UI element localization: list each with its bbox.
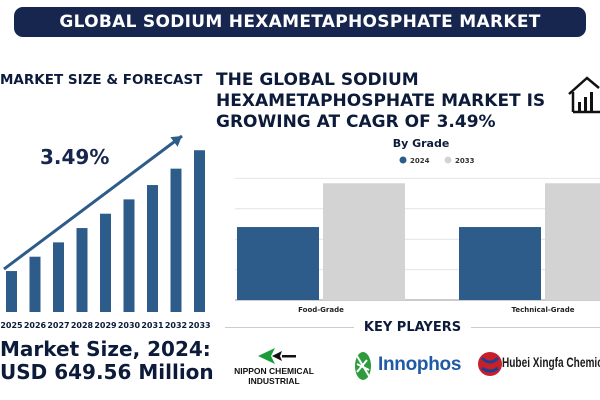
forecast-section-title: MARKET SIZE & FORECAST — [0, 72, 203, 88]
growth-bar — [6, 271, 17, 312]
legend-swatch — [399, 156, 407, 164]
key-players-title: KEY PLAYERS — [363, 319, 462, 335]
year-tick-label: 2029 — [94, 321, 117, 330]
category-label: Food-Grade — [298, 306, 344, 314]
year-tick-label: 2032 — [165, 321, 187, 330]
legend-label: 2033 — [455, 157, 475, 165]
market-size-label: Market Size, 2024: — [0, 337, 211, 361]
page-title: GLOBAL SODIUM HEXAMETAPHOSPHATE MARKET — [59, 12, 541, 32]
year-tick-label: 2025 — [0, 321, 23, 330]
cagr-label: 3.49% — [40, 145, 110, 169]
divider — [471, 326, 600, 328]
grade-bar — [545, 183, 600, 300]
innophos-logo-text: Innophos — [378, 354, 462, 375]
cagr-headline: THE GLOBAL SODIUM HEXAMETAPHOSPHATE MARK… — [216, 70, 546, 132]
year-tick-label: 2033 — [188, 321, 210, 330]
nippon-chemical-logo: NIPPON CHEMICAL INDUSTRIAL — [220, 346, 330, 386]
market-forecast-chart: 2025 2026 2027 2028 2029 2030 2031 2032 2033 — [0, 134, 211, 330]
nippon-chevron-logo-icon — [258, 348, 296, 364]
growth-bar — [53, 242, 64, 312]
year-tick-label: 2030 — [118, 321, 141, 330]
year-tick-label: 2028 — [71, 321, 94, 330]
growth-bar — [194, 150, 205, 312]
growth-bar — [147, 185, 158, 312]
legend-label: 2024 — [410, 157, 430, 165]
nippon-logo-line2: INDUSTRIAL — [248, 376, 300, 386]
growth-bar — [29, 256, 41, 312]
hubei-xingfa-logo: Hubei Xingfa Chemicals Group — [476, 344, 600, 386]
category-label: Technical-Grade — [512, 306, 575, 314]
grade-bar — [323, 183, 405, 300]
growth-bar — [76, 228, 88, 312]
year-tick-label: 2027 — [47, 321, 69, 330]
year-tick-label: 2026 — [24, 321, 47, 330]
hubei-logo-text: Hubei Xingfa Chemicals Group — [502, 354, 600, 370]
key-players-heading: KEY PLAYERS — [225, 318, 600, 336]
legend-swatch — [444, 156, 452, 164]
innophos-logo: Innophos — [352, 350, 464, 382]
innophos-leaf-logo-icon — [355, 352, 371, 380]
trend-arrow — [3, 134, 183, 271]
market-size-text: Market Size, 2024: USD 649.56 Million — [0, 338, 214, 384]
grade-bar — [459, 227, 541, 300]
divider — [225, 326, 354, 328]
by-grade-chart: By Grade 2024 2033 Food-Grade Technical-Grad… — [235, 137, 600, 314]
growth-bar — [170, 168, 182, 312]
house-growth-icon — [568, 76, 600, 114]
hubei-globe-logo-icon — [478, 352, 502, 376]
market-size-value: USD 649.56 Million — [0, 360, 214, 384]
growth-bar — [100, 213, 111, 312]
growth-bar — [123, 199, 135, 312]
year-tick-label: 2031 — [141, 321, 164, 330]
title-banner: GLOBAL SODIUM HEXAMETAPHOSPHATE MARKET — [14, 7, 586, 37]
chart-title: By Grade — [393, 137, 450, 150]
grade-bar — [237, 227, 319, 300]
trend-arrow-head — [170, 136, 182, 147]
nippon-logo-line1: NIPPON CHEMICAL — [234, 366, 314, 376]
